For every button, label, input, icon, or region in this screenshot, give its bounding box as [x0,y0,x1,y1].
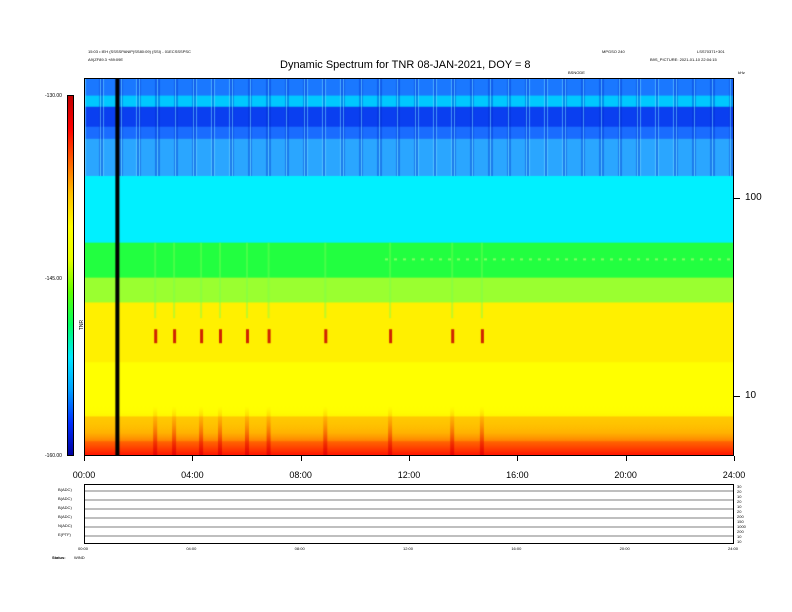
y-tick-mark [734,197,740,199]
y-tick-mark [734,396,740,398]
x-tick-mark [517,456,519,461]
colorbar-tick-top: -130.00 [45,93,62,99]
bsnode-label: BSNODE [568,70,585,75]
aux-right-label: 20 [737,509,742,514]
x-tick-mark [84,456,85,461]
aux-right-label: 200 [737,514,744,519]
y-tick-100: 100 [745,191,762,203]
aux-x-tick-label: 12:00 [403,546,414,551]
colorbar [67,95,74,456]
x-tick-label: 24:00 [722,470,746,480]
header-info-left-1: 15:03 • lEH (SSSSPANIP)SS80:09) (SSI) - … [88,49,191,54]
aux-traces [85,490,733,537]
status-value: WIND [74,555,85,560]
y-tick-10: 10 [745,390,757,402]
aux-right-label: 10 [737,494,742,499]
aux-left-label: B(ADC) [58,514,72,519]
aux-left-label: B(ADC) [58,487,72,492]
y-axis-unit-label: kHz [738,70,745,75]
x-tick-label: 08:00 [289,470,312,480]
aux-right-label: 20 [737,499,742,504]
aux-left-label: E(PTF) [58,532,71,537]
x-tick-mark [409,456,410,461]
aux-right-label: 10 [737,534,742,539]
x-tick-mark [734,456,735,461]
aux-x-tick-label: 20:00 [619,546,630,551]
aux-x-tick-label: 04:00 [186,546,197,551]
header-info-right-2: LSS70371+301 [697,49,725,54]
aux-right-label: 20 [737,489,742,494]
aux-x-tick-label: 24:00 [728,546,739,551]
spectrogram-plot [84,78,734,456]
aux-left-label: B(ADC) [58,496,72,501]
x-tick-label: 16:00 [506,470,529,480]
aux-right-label: 30 [737,484,742,489]
aux-x-tick-label: 08:00 [294,546,305,551]
x-tick-mark [192,456,194,461]
chart-title: Dynamic Spectrum for TNR 08-JAN-2021, DO… [280,59,531,71]
spectrogram-canvas [85,79,733,455]
colorbar-label: TNR [79,319,86,331]
aux-right-label: 1000 [737,524,746,529]
aux-timeseries-panel [84,484,734,544]
aux-left-label: B(ADC) [58,505,72,510]
aux-right-label: 200 [737,529,744,534]
header-info-left-2: A9)ZF89.3 +89:09E [88,57,124,62]
aux-right-label: 150 [737,519,744,524]
colorbar-tick-mid: -145.00 [45,276,62,282]
aux-right-label: 10 [737,539,742,544]
x-tick-label: 20:00 [614,470,637,480]
aux-x-tick-label: 16:00 [511,546,522,551]
x-tick-label: 12:00 [397,470,421,480]
x-tick-mark [300,456,302,461]
x-tick-label: 04:00 [181,470,204,480]
header-info-right-1: MPGSO 240 [602,49,625,54]
x-tick-mark [625,456,627,461]
aux-right-label: 10 [737,504,742,509]
aux-x-tick-label: 00:00 [78,546,89,551]
header-info-right-3: B9S_PICTURE: 2021-01-10 22:04:15 [650,57,717,62]
aux-left-label: N(ADC) [58,523,72,528]
colorbar-tick-bottom: -160.00 [45,453,62,459]
x-tick-label: 00:00 [72,470,96,480]
status-label: Status: [52,555,66,560]
